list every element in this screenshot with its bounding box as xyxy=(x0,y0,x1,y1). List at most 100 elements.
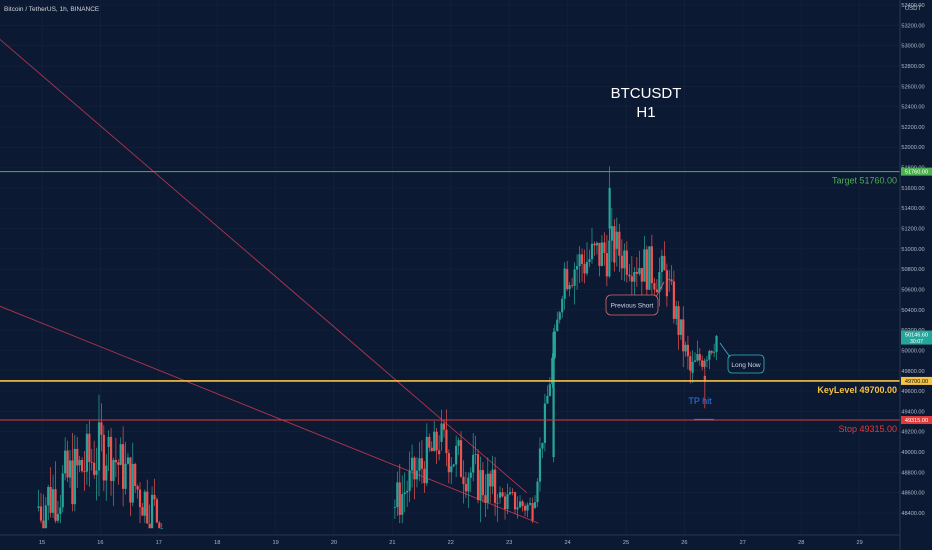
previous-short-callout[interactable]: Previous Short xyxy=(605,281,665,316)
candle xyxy=(472,454,475,473)
high-candle xyxy=(608,187,611,229)
candle xyxy=(462,476,465,485)
candle xyxy=(415,470,419,480)
candle xyxy=(558,312,561,320)
candle xyxy=(476,454,480,501)
candle xyxy=(131,463,134,503)
price-tick-label: 49800.00 xyxy=(901,369,924,375)
candle xyxy=(44,505,47,529)
candle xyxy=(670,279,673,282)
candle xyxy=(430,447,433,452)
candle xyxy=(684,344,687,352)
price-tick-label: 52400.00 xyxy=(901,105,924,111)
time-tick-label: 15 xyxy=(39,540,45,546)
candle xyxy=(155,499,158,523)
candle xyxy=(553,331,556,358)
time-axis[interactable]: 15 16 17 18 19 20 21 22 23 24 25 26 27 28 29 xyxy=(0,534,900,546)
candle xyxy=(523,505,527,511)
trendlines[interactable] xyxy=(0,25,539,524)
candle xyxy=(64,450,67,474)
grid-lines xyxy=(0,0,900,535)
candle xyxy=(73,448,76,505)
price-tick-label: 52200.00 xyxy=(901,125,924,131)
price-axis[interactable]: 53400.00 53200.00 53000.00 52800.00 52600.00… xyxy=(899,0,925,550)
price-tick-label: 52000.00 xyxy=(901,145,924,151)
price-tick-label: 51400.00 xyxy=(901,206,924,212)
target-label: Target 51760.00 xyxy=(832,176,897,186)
candle xyxy=(645,249,648,290)
candle xyxy=(107,436,110,447)
candle xyxy=(638,268,641,274)
candle xyxy=(526,504,529,511)
candle xyxy=(503,496,507,510)
price-tick-label: 50800.00 xyxy=(901,267,924,273)
candle xyxy=(90,461,93,463)
chart-title: BTCUSDT xyxy=(611,85,682,102)
candle xyxy=(457,440,460,446)
price-tick-label: 53200.00 xyxy=(901,23,924,29)
price-tick-label: 48600.00 xyxy=(901,491,924,497)
price-tick-label: 51200.00 xyxy=(901,227,924,233)
candle xyxy=(590,243,594,260)
tp-hit-text: TP hit xyxy=(688,396,712,406)
price-tick-label: 50400.00 xyxy=(901,308,924,314)
candle xyxy=(648,246,651,290)
candle xyxy=(126,457,130,464)
candle xyxy=(129,457,132,503)
candle xyxy=(413,457,416,480)
candle xyxy=(623,250,626,269)
price-tick-label: 49000.00 xyxy=(901,450,924,456)
candle xyxy=(543,403,547,443)
candle xyxy=(146,491,149,524)
target-tag xyxy=(901,167,932,176)
candle xyxy=(134,463,137,486)
candle xyxy=(573,269,576,286)
candle xyxy=(76,448,79,466)
key-level-label: KeyLevel 49700.00 xyxy=(817,385,897,395)
price-tick-label: 49400.00 xyxy=(901,409,924,415)
candle xyxy=(401,494,404,515)
candle xyxy=(605,253,608,277)
candle xyxy=(88,433,91,462)
candle xyxy=(119,444,122,465)
candle xyxy=(47,487,50,506)
candle xyxy=(548,384,551,396)
candle xyxy=(153,494,156,500)
symbol-header: Bitcoin / TetherUS, 1h, BINANCE xyxy=(4,6,100,13)
candle xyxy=(585,262,589,274)
chart-timeframe: H1 xyxy=(636,104,655,121)
candle xyxy=(588,259,591,263)
candle xyxy=(49,487,52,513)
candle xyxy=(398,482,401,515)
candle xyxy=(701,360,704,367)
candle xyxy=(506,494,509,510)
candle xyxy=(51,489,55,513)
candle xyxy=(603,242,606,254)
time-tick-label: 20 xyxy=(331,540,337,546)
stop-label: Stop 49315.00 xyxy=(838,424,897,434)
time-tick-label: 23 xyxy=(506,540,512,546)
candle xyxy=(620,255,623,269)
candle xyxy=(521,501,524,506)
candle xyxy=(114,459,117,463)
long-now-callout[interactable]: Long Now xyxy=(719,342,765,374)
candle xyxy=(479,470,482,501)
candle xyxy=(435,431,438,451)
candle xyxy=(445,429,448,454)
candle xyxy=(508,492,512,495)
last-price-text: 50146.60 xyxy=(905,333,928,339)
candle xyxy=(705,359,709,361)
time-tick-label: 22 xyxy=(448,540,454,546)
time-tick-label: 29 xyxy=(856,540,862,546)
candle xyxy=(595,242,599,246)
candle xyxy=(501,492,504,497)
price-tick-label: 52800.00 xyxy=(901,64,924,70)
candle xyxy=(393,507,396,509)
candle xyxy=(640,268,643,282)
candle xyxy=(498,492,502,498)
candle xyxy=(653,283,656,290)
price-tick-label: 51000.00 xyxy=(901,247,924,253)
candle xyxy=(489,473,492,487)
candle xyxy=(467,477,470,492)
